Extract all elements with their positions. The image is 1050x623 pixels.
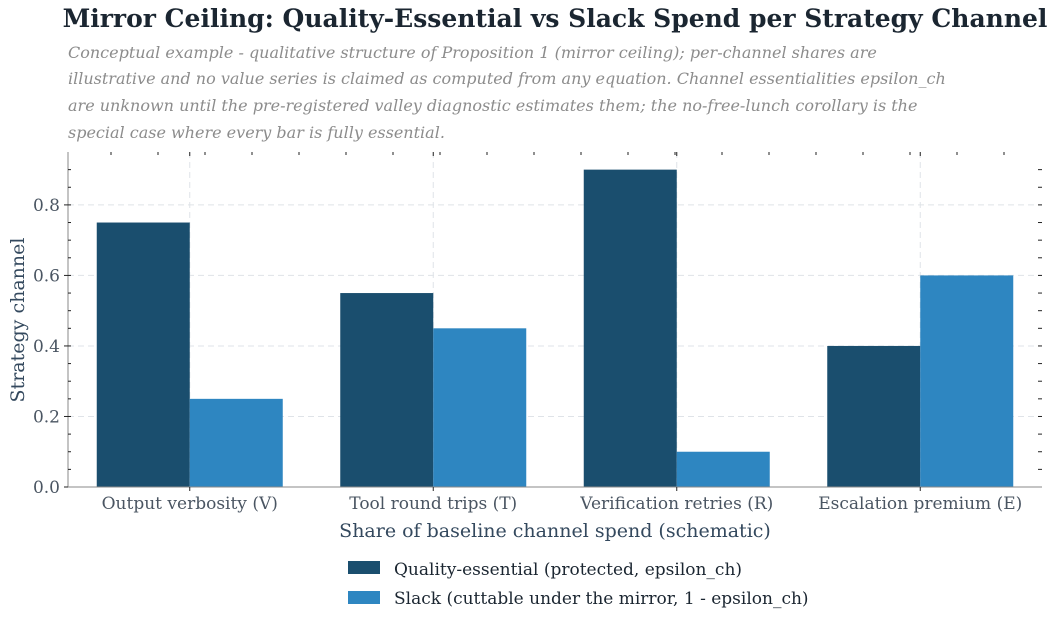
y-axis-label: Strategy channel <box>7 238 29 403</box>
legend-label-slack: Slack (cuttable under the mirror, 1 - ep… <box>394 589 809 609</box>
bar-essential-1 <box>340 293 434 487</box>
y-tick-label: 0.8 <box>33 196 60 216</box>
chart-subtitle-line-1: Conceptual example - qualitative structu… <box>68 43 877 62</box>
bar-slack-2 <box>676 451 770 487</box>
bar-essential-3 <box>827 345 921 487</box>
x-axis-label: Share of baseline channel spend (schemat… <box>339 520 771 542</box>
bar-slack-1 <box>433 328 527 487</box>
legend-swatch-slack <box>348 591 380 604</box>
legend: Quality-essential (protected, epsilon_ch… <box>348 560 809 609</box>
legend-label-essential: Quality-essential (protected, epsilon_ch… <box>394 560 742 580</box>
x-tick-label-2: Verification retries (R) <box>579 494 773 514</box>
x-tick-label-0: Output verbosity (V) <box>102 494 278 514</box>
bar-slack-0 <box>189 398 283 487</box>
chart-title: Mirror Ceiling: Quality-Essential vs Sla… <box>63 4 1048 33</box>
chart-subtitle-line-2: illustrative and no value series is clai… <box>68 69 946 88</box>
legend-swatch-essential <box>348 561 380 574</box>
chart-subtitle-line-3: are unknown until the pre-registered val… <box>68 96 917 115</box>
bar-essential-0 <box>96 222 190 488</box>
y-tick-label: 0.6 <box>33 266 60 286</box>
x-tick-label-3: Escalation premium (E) <box>818 494 1022 514</box>
y-tick-label: 0.2 <box>33 407 60 427</box>
bar-essential-2 <box>583 169 677 487</box>
y-tick-label: 0.0 <box>33 478 60 498</box>
y-tick-label: 0.4 <box>33 337 60 357</box>
chart-subtitle-line-4: special case where every bar is fully es… <box>68 123 445 142</box>
bar-slack-3 <box>920 275 1014 487</box>
x-tick-label-1: Tool round trips (T) <box>349 494 517 514</box>
plot-area: 0.0 0.2 0.4 0.6 0.8 Output verbosity (V) Tool … <box>33 152 1042 514</box>
